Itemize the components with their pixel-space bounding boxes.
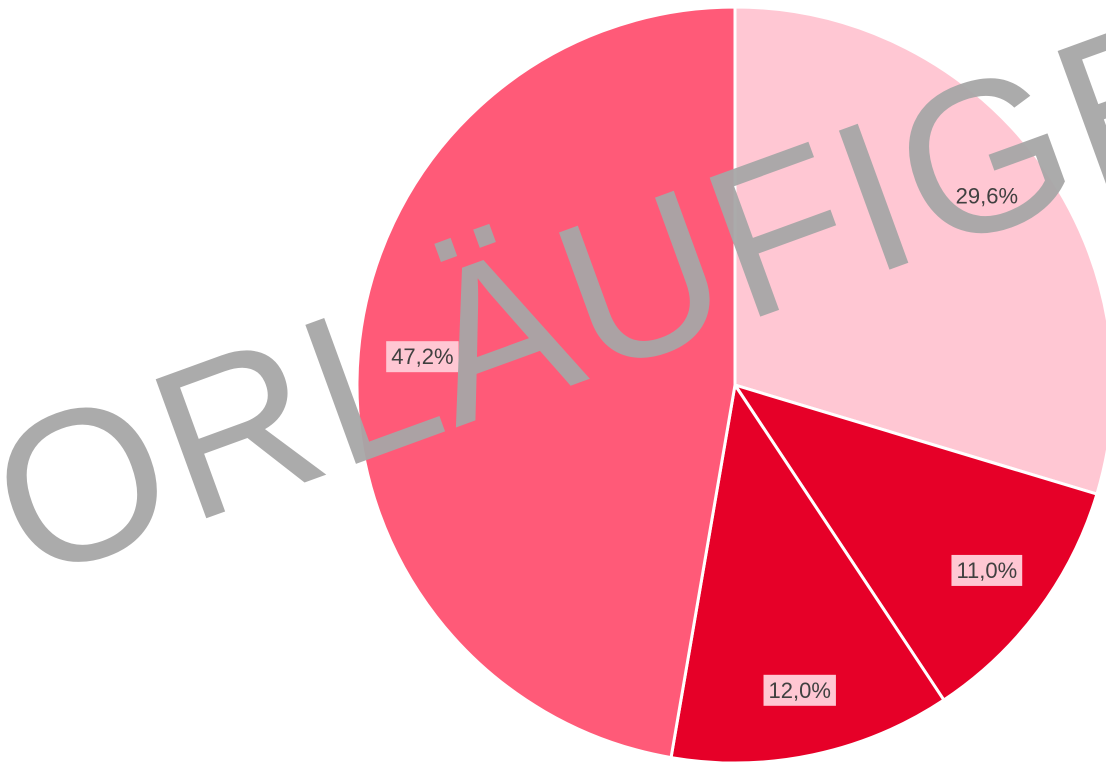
data-label-text: 29,6% [956,184,1018,209]
data-label-bg [763,674,836,706]
data-label-bg [386,341,459,373]
data-label-text: 47,2% [391,344,453,369]
data-label-text: 12,0% [769,678,831,703]
pie-slice [731,382,1099,703]
data-label: 11,0% [951,554,1023,586]
data-label: 12,0% [763,674,836,706]
data-label: 47,2% [386,341,459,373]
pie-slice [669,381,946,763]
pie-slice [355,5,737,760]
data-label-text: 11,0% [956,558,1017,583]
data-label: 29,6% [950,180,1024,212]
data-label-bg [951,554,1023,586]
data-label-bg [950,180,1024,212]
pie-slice [733,5,1106,496]
